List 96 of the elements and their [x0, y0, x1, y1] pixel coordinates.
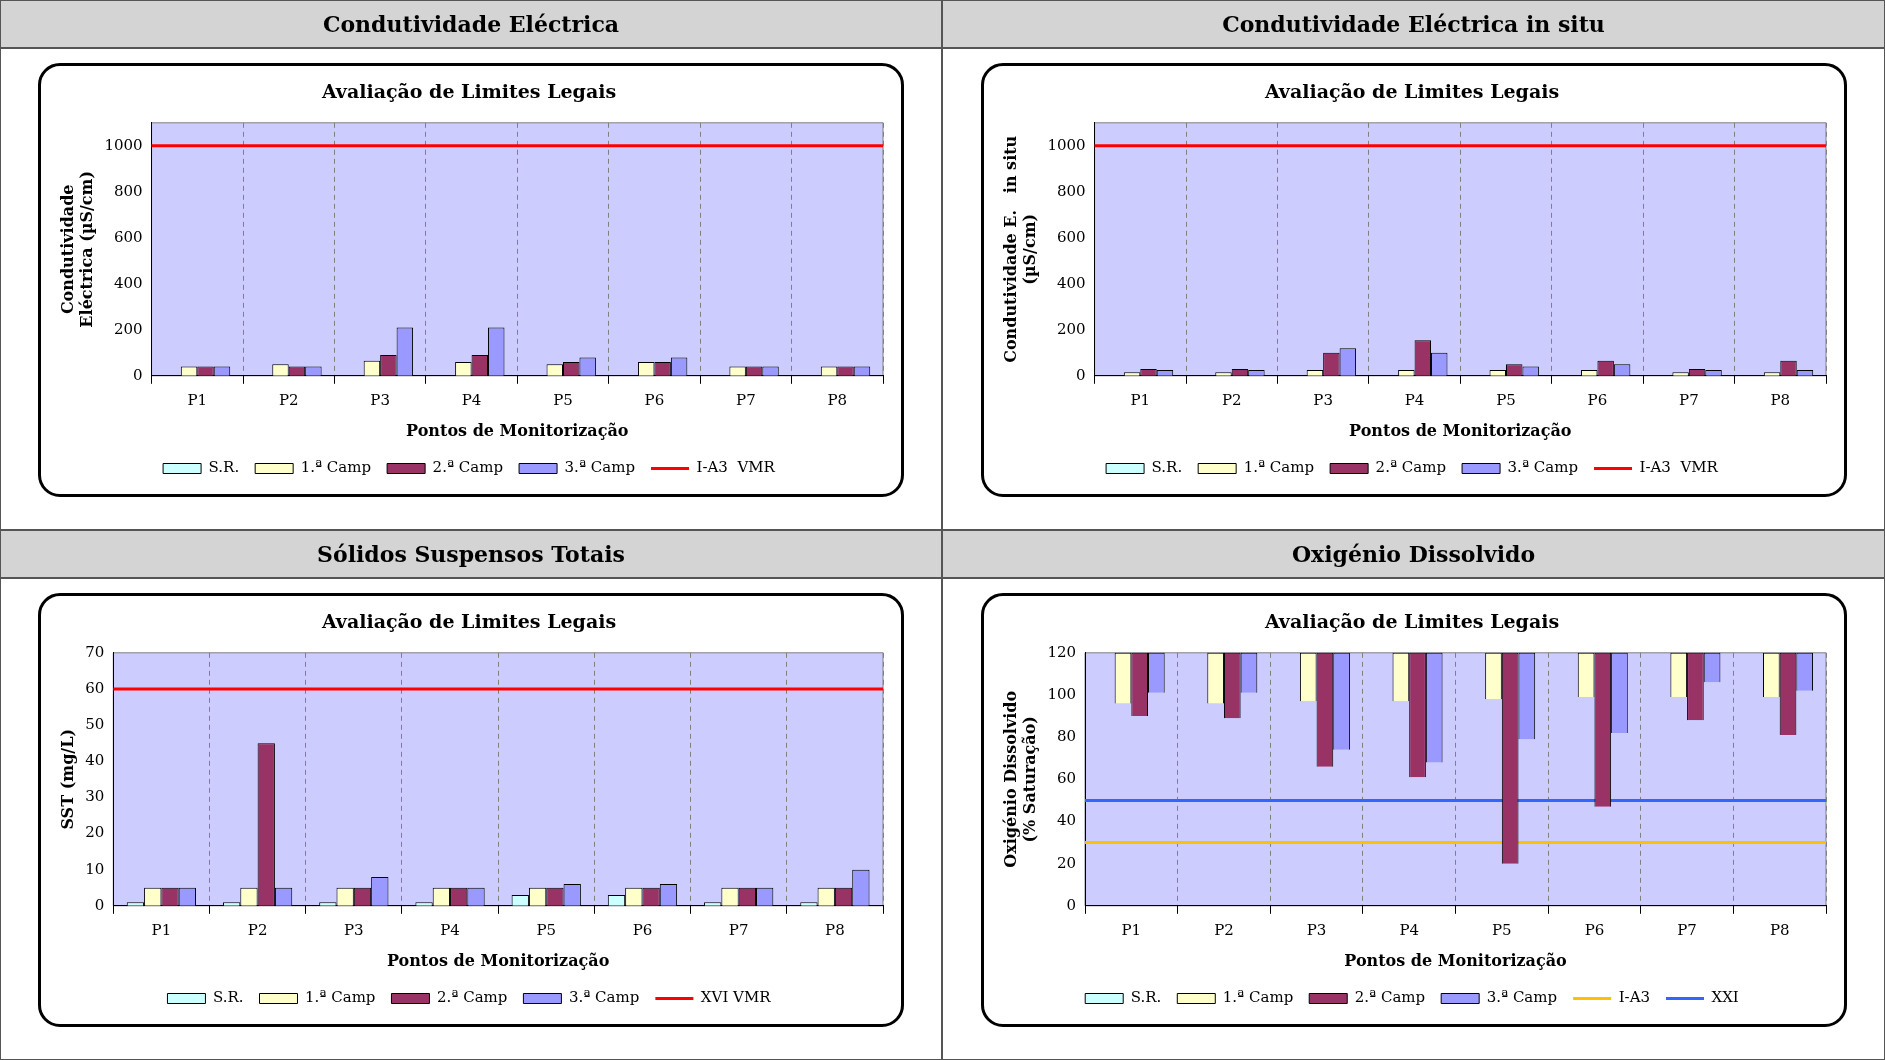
legend-label: S.R.: [212, 988, 244, 1007]
chart-subtitle: Avaliação de Limites Legais: [1263, 610, 1559, 633]
y-tick-label: 800: [1056, 181, 1086, 200]
legend-label: S.R.: [1151, 458, 1182, 477]
y-tick-label: 1000: [104, 135, 143, 154]
x-tick-label: P6: [1584, 920, 1604, 939]
x-tick-label: P4: [440, 920, 460, 939]
legend-label: 1.ª Camp: [300, 458, 372, 477]
y-tick-label: 80: [1056, 727, 1076, 746]
y-tick-label: 200: [113, 319, 143, 338]
legend-label: 1.ª Camp: [1222, 988, 1293, 1007]
y-tick-label: 20: [85, 823, 105, 842]
x-tick-label: P4: [1404, 390, 1424, 409]
y-tick-label: 30: [85, 787, 105, 806]
y-tick-label: 10: [85, 859, 105, 878]
x-tick-label: P2: [1213, 920, 1234, 939]
x-tick-label: P6: [1587, 390, 1607, 409]
x-axis-title: Pontos de Monitorização: [1348, 420, 1572, 440]
y-axis-title: Condutividade E. in situ (µS/cm): [1000, 135, 1039, 363]
x-tick-label: P1: [1121, 920, 1141, 939]
x-tick-label: P3: [1312, 390, 1333, 409]
legend-label: I-A3 VMR: [696, 458, 776, 477]
y-tick-label: 800: [113, 181, 143, 200]
y-tick-label: 70: [85, 642, 105, 661]
legend-label: 2.ª Camp: [1375, 458, 1446, 477]
x-tick-label: P7: [1676, 920, 1697, 939]
legend-label: I-A3 VMR: [1639, 458, 1719, 477]
y-tick-label: 400: [1056, 273, 1086, 292]
x-tick-label: P7: [736, 390, 756, 409]
y-tick-label: 60: [85, 678, 105, 697]
legend-label: 1.ª Camp: [305, 988, 376, 1007]
x-tick-label: P1: [187, 390, 208, 409]
y-tick-label: 0: [94, 895, 105, 914]
y-tick-label: 600: [113, 227, 143, 246]
x-tick-label: P4: [1398, 920, 1419, 939]
x-tick-label: P3: [370, 390, 390, 409]
legend-label: 2.ª Camp: [432, 458, 504, 477]
x-tick-label: P6: [632, 920, 653, 939]
y-tick-label: 0: [133, 365, 143, 384]
x-tick-label: P1: [1129, 390, 1150, 409]
x-tick-label: P2: [278, 390, 299, 409]
x-tick-label: P8: [1769, 920, 1790, 939]
x-axis-title: Pontos de Monitorização: [386, 950, 610, 970]
x-tick-label: P7: [728, 920, 749, 939]
x-tick-label: P5: [536, 920, 557, 939]
x-tick-label: P8: [1769, 390, 1790, 409]
x-tick-label: P5: [553, 390, 573, 409]
x-tick-label: P8: [825, 920, 845, 939]
chart-title: Condutividade Eléctrica in situ: [943, 1, 1884, 49]
x-tick-label: P2: [247, 920, 268, 939]
x-axis-title: Pontos de Monitorização: [1343, 950, 1567, 970]
y-tick-label: 20: [1056, 853, 1076, 872]
legend-label: 2.ª Camp: [436, 988, 508, 1007]
legend-label: 3.ª Camp: [1507, 458, 1578, 477]
x-tick-label: P2: [1221, 390, 1242, 409]
legend-label: 1.ª Camp: [1243, 458, 1314, 477]
chart-title: Oxigénio Dissolvido: [943, 531, 1884, 579]
legend-label: 2.ª Camp: [1354, 988, 1425, 1007]
y-axis-title: Condutividade Eléctrica (µS/cm): [57, 170, 96, 328]
y-tick-label: 400: [113, 273, 143, 292]
y-axis-title: Oxigénio Dissolvido (% Saturação): [1000, 690, 1039, 868]
x-tick-label: P5: [1491, 920, 1512, 939]
chart-subtitle: Avaliação de Limites Legais: [1263, 80, 1559, 103]
x-tick-label: P6: [644, 390, 665, 409]
legend-label: S.R.: [208, 458, 240, 477]
x-tick-label: P1: [151, 920, 172, 939]
x-tick-label: P4: [461, 390, 482, 409]
x-tick-label: P3: [1306, 920, 1326, 939]
x-tick-label: P7: [1678, 390, 1699, 409]
y-tick-label: 40: [85, 751, 105, 770]
y-tick-label: 1000: [1046, 135, 1086, 154]
y-tick-label: 0: [1075, 365, 1086, 384]
chart-title: Sólidos Suspensos Totais: [1, 531, 941, 579]
legend-label: XVI VMR: [700, 988, 772, 1007]
x-tick-label: P3: [344, 920, 364, 939]
y-tick-label: 120: [1046, 642, 1076, 661]
chart-title: Condutividade Eléctrica: [1, 1, 941, 49]
y-tick-label: 100: [1046, 684, 1076, 703]
legend-label: I-A3: [1618, 988, 1650, 1007]
legend-label: 3.ª Camp: [564, 458, 636, 477]
y-tick-label: 200: [1056, 319, 1086, 338]
x-axis-title: Pontos de Monitorização: [406, 420, 629, 440]
chart-subtitle: Avaliação de Limites Legais: [320, 80, 617, 103]
x-tick-label: P8: [827, 390, 848, 409]
legend-label: XXI: [1711, 988, 1739, 1007]
y-tick-label: 0: [1065, 895, 1076, 914]
y-tick-label: 600: [1056, 227, 1086, 246]
legend-label: 3.ª Camp: [1486, 988, 1557, 1007]
y-tick-label: 60: [1056, 769, 1076, 788]
legend-label: S.R.: [1130, 988, 1161, 1007]
chart-subtitle: Avaliação de Limites Legais: [320, 610, 617, 633]
y-tick-label: 50: [85, 714, 105, 733]
y-tick-label: 40: [1056, 811, 1076, 830]
legend-label: 3.ª Camp: [568, 988, 640, 1007]
y-axis-title: SST (mg/L): [57, 729, 77, 830]
x-tick-label: P5: [1495, 390, 1516, 409]
